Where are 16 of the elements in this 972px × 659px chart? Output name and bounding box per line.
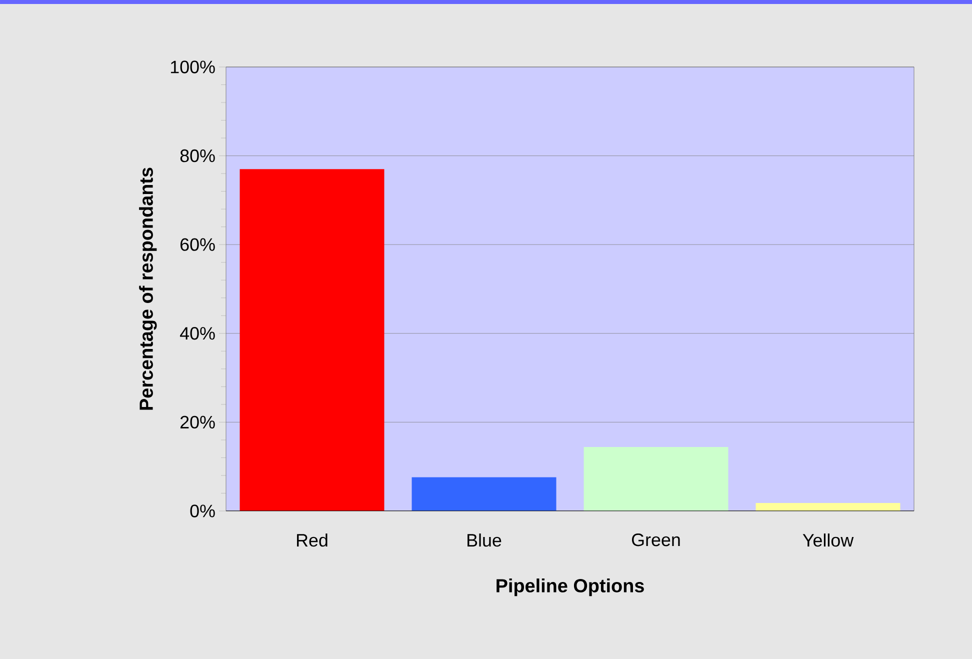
bar (412, 477, 556, 511)
bar (584, 447, 728, 511)
y-axis-title: Percentage of respondants (139, 168, 157, 410)
y-tick-label: 80% (180, 149, 215, 162)
y-tick-label: 40% (180, 327, 215, 340)
x-tick-label: Yellow (802, 533, 854, 547)
y-tick-label: 60% (180, 238, 215, 251)
x-axis-title: Pipeline Options (496, 578, 644, 596)
x-tick-label: Blue (468, 533, 502, 547)
x-tick-label: Red (297, 533, 328, 547)
y-tick-label: 100% (170, 60, 215, 74)
bar (756, 502, 900, 511)
x-tick-label: Green (632, 533, 680, 546)
y-tick-label: 20% (180, 416, 215, 429)
bar (240, 169, 384, 511)
y-tick-label: 0% (190, 504, 215, 518)
